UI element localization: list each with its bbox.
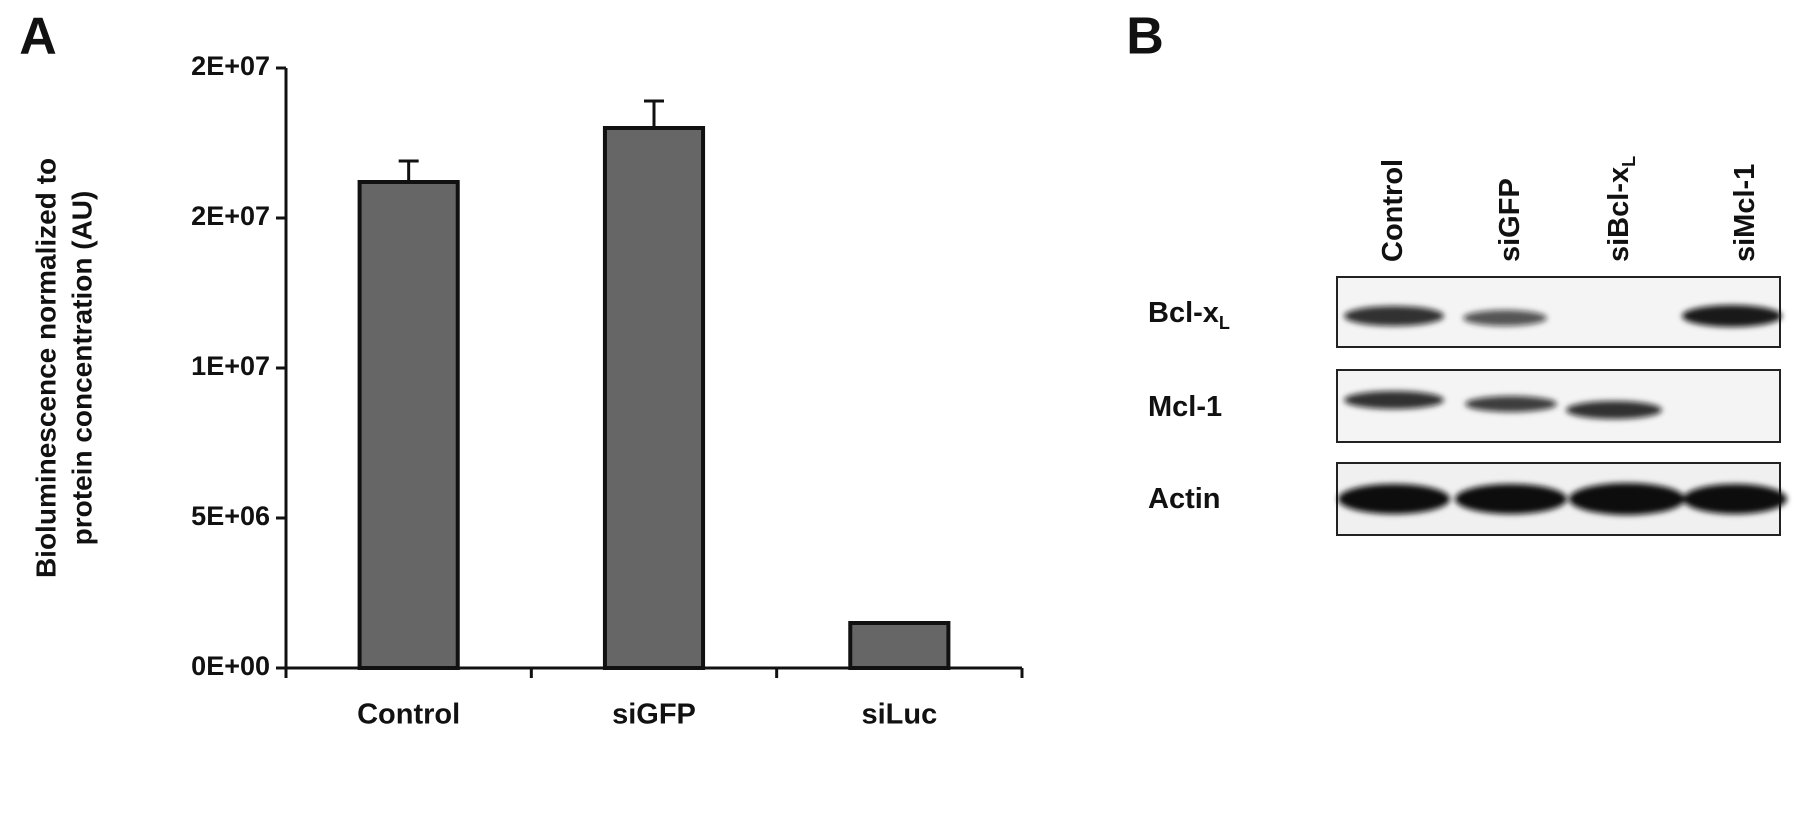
blot xyxy=(1336,276,1787,536)
lane-label-subscript: L xyxy=(1619,156,1639,167)
band xyxy=(1465,396,1557,412)
bar xyxy=(848,621,951,670)
bar xyxy=(357,180,460,670)
lane-label-group: siBcl-xL xyxy=(1603,156,1639,262)
lane-label-group: siGFP xyxy=(1494,178,1526,262)
row-label: Bcl-xL xyxy=(1148,297,1230,333)
y-tick-label: 5E+06 xyxy=(191,501,270,531)
lane-label-main: siBcl-x xyxy=(1603,167,1635,262)
lane-label: siGFP xyxy=(1494,178,1526,262)
y-axis-title-line: protein concentration (AU) xyxy=(66,191,97,546)
row-label-main: Mcl-1 xyxy=(1148,391,1222,423)
band xyxy=(1682,305,1782,327)
row-label-main: Bcl-x xyxy=(1148,297,1219,329)
lane-label-main: siGFP xyxy=(1494,178,1526,262)
band xyxy=(1338,484,1450,514)
panel-label: A xyxy=(19,8,57,66)
panel-label: B xyxy=(1126,8,1164,66)
x-tick-label: siGFP xyxy=(612,699,696,731)
lane-label-main: Control xyxy=(1377,159,1409,262)
x-tick-label: siLuc xyxy=(861,699,937,731)
row-label: Mcl-1 xyxy=(1148,391,1222,423)
row-label-subscript: L xyxy=(1219,313,1230,333)
band xyxy=(1344,391,1444,409)
row-label-main: Actin xyxy=(1148,483,1221,515)
bar xyxy=(602,126,706,670)
y-tick-label: 0E+00 xyxy=(191,651,270,681)
band xyxy=(1344,306,1444,326)
band xyxy=(1683,484,1787,514)
lane-label-group: Control xyxy=(1377,159,1409,262)
y-tick-label: 2E+07 xyxy=(191,201,270,231)
y-axis-title-line: Bioluminescence normalized to xyxy=(30,158,61,578)
band xyxy=(1569,483,1685,515)
band xyxy=(1463,310,1547,326)
y-tick-label: 1E+07 xyxy=(191,351,270,381)
lane-label-group: siMcl-1 xyxy=(1729,164,1761,262)
lane-label: siBcl-xL xyxy=(1603,156,1639,262)
y-axis-title: Bioluminescence normalized to protein co… xyxy=(30,158,97,578)
band xyxy=(1566,401,1662,419)
lane-label: siMcl-1 xyxy=(1729,164,1761,262)
x-tick-label: Control xyxy=(357,699,460,731)
band xyxy=(1455,484,1567,514)
lane-label-main: siMcl-1 xyxy=(1729,164,1761,262)
row-label: Actin xyxy=(1148,483,1221,515)
y-tick-label: 2E+07 xyxy=(191,51,270,81)
lane-label: Control xyxy=(1377,159,1409,262)
